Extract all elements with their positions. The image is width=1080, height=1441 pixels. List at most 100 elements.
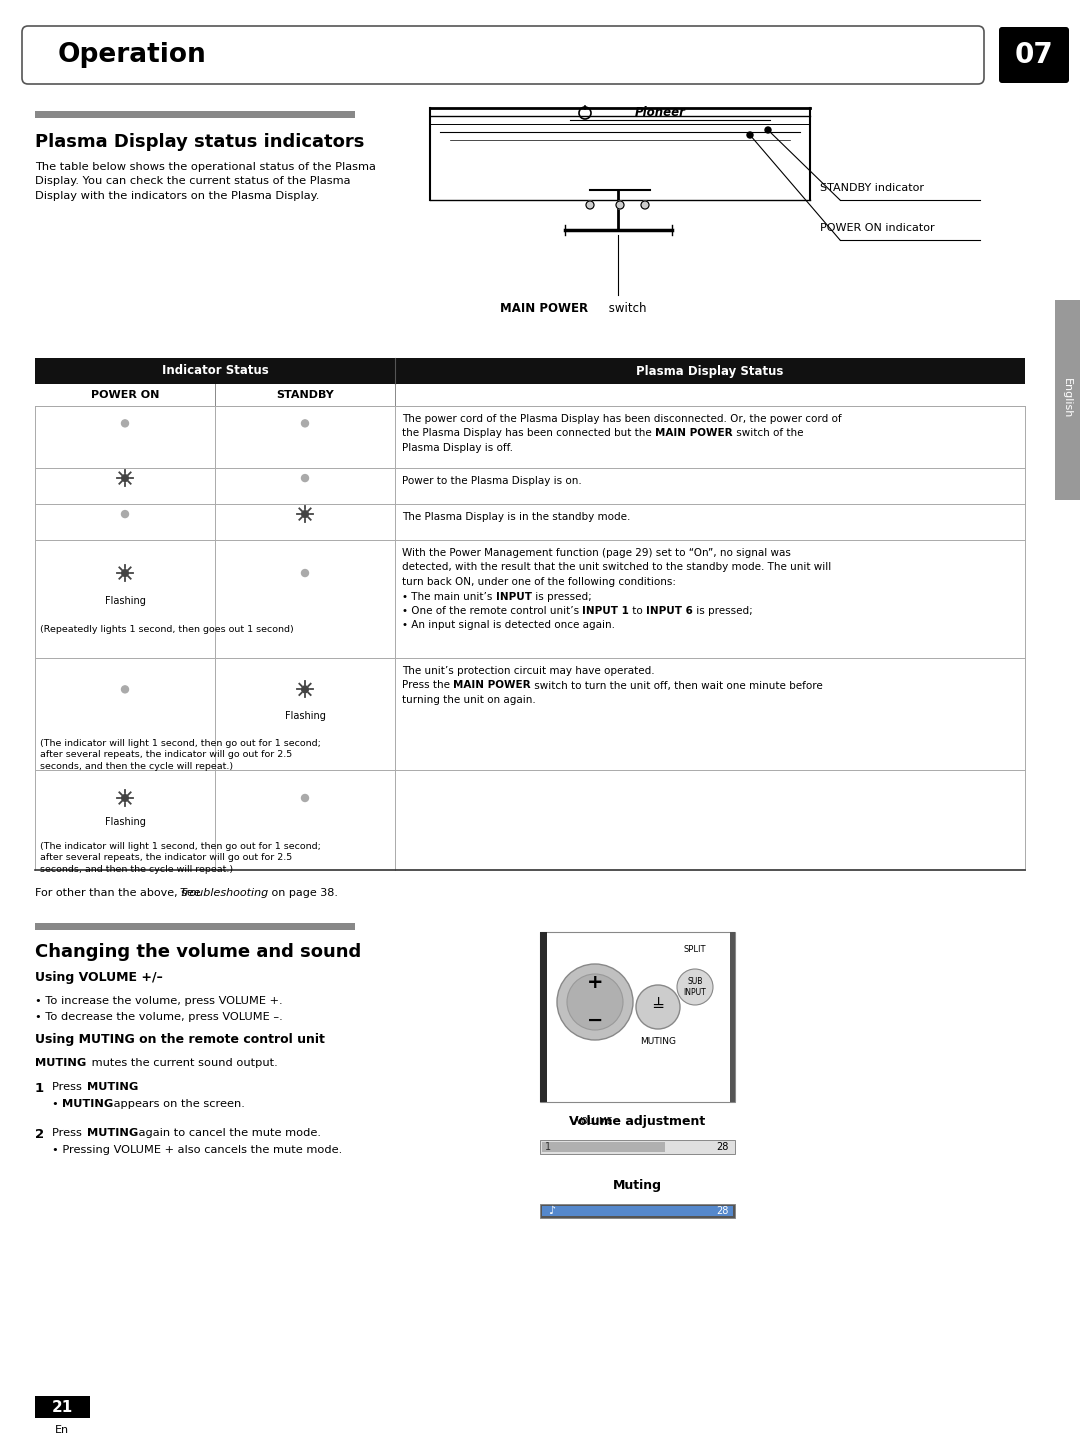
Text: • The main unit’s: • The main unit’s [402, 591, 496, 601]
Text: INPUT 6: INPUT 6 [646, 607, 693, 615]
Text: Plasma Display status indicators: Plasma Display status indicators [35, 133, 364, 151]
Text: is pressed;: is pressed; [693, 607, 753, 615]
Text: Plasma Display Status: Plasma Display Status [636, 365, 784, 378]
Text: STANDBY: STANDBY [276, 391, 334, 401]
Text: MAIN POWER: MAIN POWER [500, 301, 589, 314]
Text: Flashing: Flashing [105, 597, 146, 607]
Text: (Repeatedly lights 1 second, then goes out 1 second): (Repeatedly lights 1 second, then goes o… [40, 625, 294, 634]
Text: •: • [52, 1099, 63, 1110]
Circle shape [616, 200, 624, 209]
Text: INPUT: INPUT [496, 591, 531, 601]
Bar [35, 1396, 90, 1418]
Text: SPLIT: SPLIT [684, 945, 706, 954]
Text: Power to the Plasma Display is on.: Power to the Plasma Display is on. [402, 476, 582, 486]
Text: on page 38.: on page 38. [268, 888, 338, 898]
Text: 07: 07 [1014, 40, 1053, 69]
Text: With the Power Management function (page 29) set to “On”, no signal was: With the Power Management function (page… [402, 548, 791, 558]
Text: the Plasma Display has been connected but the: the Plasma Display has been connected bu… [402, 428, 654, 438]
Circle shape [301, 686, 309, 693]
Text: En: En [55, 1425, 69, 1435]
Text: POWER ON indicator: POWER ON indicator [820, 223, 934, 233]
Text: • To decrease the volume, press VOLUME –.: • To decrease the volume, press VOLUME –… [35, 1012, 283, 1022]
Text: 21: 21 [52, 1399, 72, 1415]
Text: detected, with the result that the unit switched to the standby mode. The unit w: detected, with the result that the unit … [402, 562, 832, 572]
Text: The Plasma Display is in the standby mode.: The Plasma Display is in the standby mod… [402, 512, 631, 522]
Text: Muting: Muting [613, 1180, 662, 1193]
Text: Press: Press [52, 1128, 85, 1138]
Text: POWER ON: POWER ON [91, 391, 159, 401]
Text: mutes the current sound output.: mutes the current sound output. [87, 1058, 278, 1068]
Text: The power cord of the Plasma Display has been disconnected. Or, the power cord o: The power cord of the Plasma Display has… [402, 414, 841, 424]
Text: Using MUTING on the remote control unit: Using MUTING on the remote control unit [35, 1033, 325, 1046]
Circle shape [122, 569, 129, 576]
Circle shape [301, 794, 309, 801]
Text: Flashing: Flashing [105, 817, 146, 827]
Text: −: − [586, 1010, 604, 1029]
Circle shape [301, 569, 309, 576]
FancyBboxPatch shape [999, 27, 1069, 84]
Circle shape [301, 419, 309, 427]
Text: appears on the screen.: appears on the screen. [110, 1099, 245, 1110]
Text: MAIN POWER: MAIN POWER [454, 680, 531, 690]
Bar [35, 383, 1025, 406]
Circle shape [121, 419, 129, 427]
Circle shape [557, 964, 633, 1040]
Text: The table below shows the operational status of the Plasma
Display. You can chec: The table below shows the operational st… [35, 161, 376, 200]
Text: ╧: ╧ [653, 1000, 662, 1014]
Text: Troubleshooting: Troubleshooting [180, 888, 269, 898]
Text: Press the: Press the [402, 680, 454, 690]
Circle shape [747, 133, 753, 138]
Text: VOLUME: VOLUME [577, 1118, 613, 1127]
Text: Volume adjustment: Volume adjustment [569, 1115, 705, 1128]
Circle shape [677, 968, 713, 1004]
Circle shape [765, 127, 771, 133]
Text: • An input signal is detected once again.: • An input signal is detected once again… [402, 621, 615, 631]
Text: MUTING: MUTING [87, 1128, 138, 1138]
Circle shape [642, 200, 649, 209]
Text: +: + [586, 973, 604, 991]
Text: turn back ON, under one of the following conditions:: turn back ON, under one of the following… [402, 576, 676, 586]
Text: • To increase the volume, press VOLUME +.: • To increase the volume, press VOLUME +… [35, 996, 283, 1006]
Bar [542, 1206, 733, 1216]
Circle shape [636, 986, 680, 1029]
Text: Operation: Operation [58, 42, 206, 68]
Text: Using VOLUME +/–: Using VOLUME +/– [35, 971, 163, 984]
Text: 1: 1 [545, 1143, 551, 1151]
Text: Press: Press [52, 1082, 85, 1092]
Text: 1: 1 [35, 1082, 44, 1095]
Circle shape [121, 686, 129, 693]
Text: 28: 28 [717, 1143, 729, 1151]
Circle shape [586, 200, 594, 209]
Text: to: to [630, 607, 646, 615]
Text: is pressed;: is pressed; [531, 591, 592, 601]
Bar [1055, 300, 1080, 500]
Circle shape [122, 474, 129, 481]
Text: switch: switch [605, 301, 647, 314]
Text: MUTING: MUTING [640, 1038, 676, 1046]
Text: switch to turn the unit off, then wait one minute before: switch to turn the unit off, then wait o… [531, 680, 823, 690]
Text: The unit’s protection circuit may have operated.: The unit’s protection circuit may have o… [402, 666, 654, 676]
Bar [542, 1143, 665, 1151]
Text: 28: 28 [717, 1206, 729, 1216]
Text: Indicator Status: Indicator Status [162, 365, 268, 378]
Bar [730, 932, 735, 1102]
Text: turning the unit on again.: turning the unit on again. [402, 695, 536, 705]
Circle shape [301, 474, 309, 481]
Text: • Pressing VOLUME + also cancels the mute mode.: • Pressing VOLUME + also cancels the mut… [52, 1146, 342, 1156]
Text: 2: 2 [35, 1128, 44, 1141]
Circle shape [121, 510, 129, 517]
Text: ♪: ♪ [548, 1206, 555, 1216]
Circle shape [567, 974, 623, 1030]
Text: MUTING: MUTING [62, 1099, 113, 1110]
Text: For other than the above, see: For other than the above, see [35, 888, 204, 898]
Text: again to cancel the mute mode.: again to cancel the mute mode. [135, 1128, 321, 1138]
Bar [540, 932, 546, 1102]
Bar [540, 932, 735, 1102]
Text: Plasma Display is off.: Plasma Display is off. [402, 442, 513, 452]
Text: Pioneer: Pioneer [635, 107, 686, 120]
Text: .: . [135, 1082, 138, 1092]
Text: • One of the remote control unit’s: • One of the remote control unit’s [402, 607, 582, 615]
Text: STANDBY indicator: STANDBY indicator [820, 183, 924, 193]
Bar [540, 1205, 735, 1218]
Bar [35, 357, 1025, 383]
